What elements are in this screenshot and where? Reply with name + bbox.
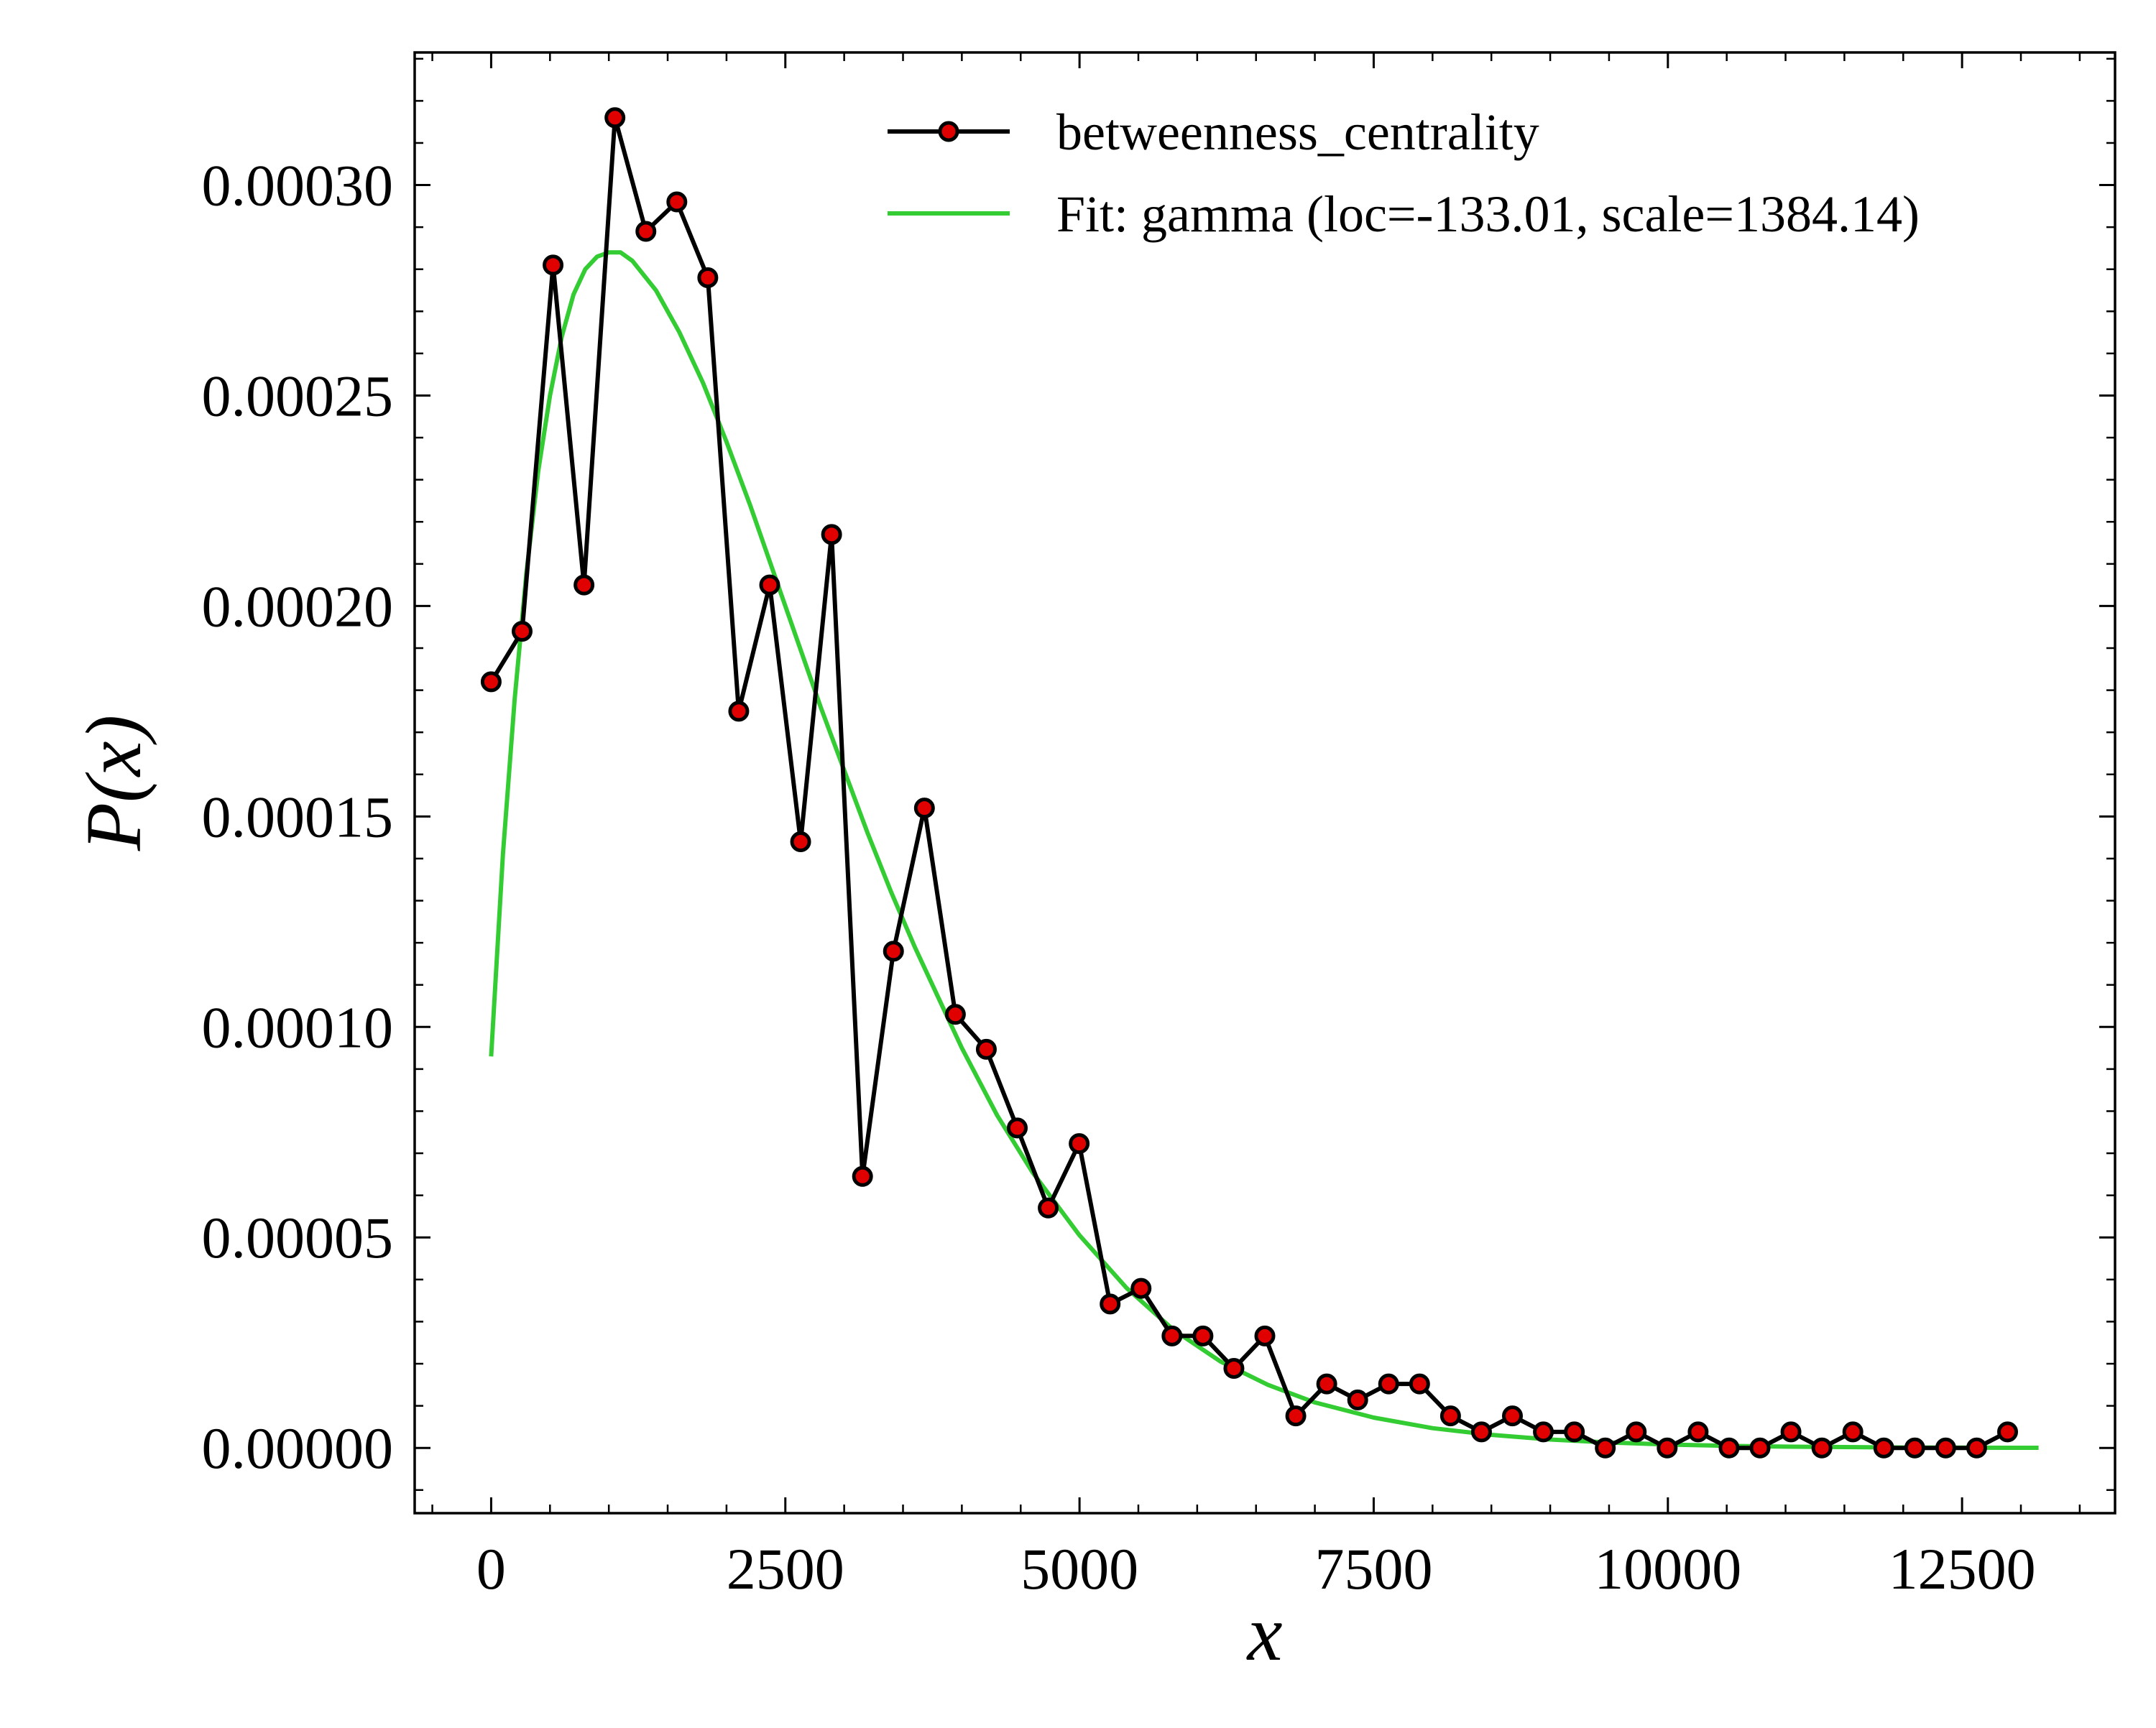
data-point <box>1100 1293 1121 1315</box>
data-point <box>1533 1421 1554 1443</box>
data-point <box>1935 1437 1956 1459</box>
tick-labels-layer: 0 2500 5000 7500 10000 12500 0.00000 0.00005 0.0… <box>202 153 2036 1602</box>
legend-label-betweenness: betweenness_centrality <box>1056 103 1539 161</box>
data-point <box>1069 1133 1090 1155</box>
x-axis-title: x <box>1246 1589 1283 1677</box>
y-tick-label: 0.00000 <box>202 1415 394 1481</box>
y-tick-label: 0.00015 <box>202 784 394 849</box>
data-point <box>1657 1437 1678 1459</box>
x-tick-label: 7500 <box>1314 1536 1432 1602</box>
fit-gamma-line <box>489 250 2039 1450</box>
data-point <box>1966 1437 1987 1459</box>
x-tick-label: 2500 <box>727 1536 844 1602</box>
data-point <box>1564 1421 1585 1443</box>
data-point <box>1749 1437 1771 1459</box>
y-tick-label: 0.00030 <box>202 153 394 218</box>
data-point <box>1626 1421 1647 1443</box>
data-point <box>759 574 780 596</box>
data-point <box>1811 1437 1833 1459</box>
y-tick-label: 0.00025 <box>202 363 394 428</box>
data-point <box>944 1004 966 1025</box>
data-point <box>1285 1405 1307 1427</box>
x-tick-label: 5000 <box>1021 1536 1138 1602</box>
data-point <box>666 191 688 213</box>
x-tick-label: 10000 <box>1594 1536 1741 1602</box>
data-point <box>573 574 595 596</box>
y-tick-label: 0.00020 <box>202 573 394 639</box>
data-point <box>1161 1325 1183 1346</box>
data-point <box>821 524 842 545</box>
data-point <box>635 221 657 242</box>
data-point <box>1687 1421 1709 1443</box>
legend: betweenness_centrality Fit: gamma (loc=-1… <box>888 103 1920 243</box>
data-point <box>1842 1421 1864 1443</box>
data-point <box>1378 1373 1399 1395</box>
data-point <box>511 621 533 642</box>
data-point <box>790 831 811 853</box>
data-point <box>1409 1373 1430 1395</box>
data-point <box>1904 1437 1925 1459</box>
ticks-layer <box>415 52 2115 1513</box>
data-point <box>852 1165 873 1187</box>
data-point <box>1006 1117 1028 1139</box>
y-axis-title: P(x) <box>70 715 157 851</box>
data-point <box>883 941 904 962</box>
series-layer <box>480 107 2039 1459</box>
plot-frame <box>413 51 2116 1515</box>
data-point <box>1223 1357 1245 1379</box>
data-point <box>1316 1373 1337 1395</box>
data-point <box>1439 1405 1461 1427</box>
x-tick-label: 0 <box>476 1536 506 1602</box>
legend-marker-betweenness <box>938 121 959 142</box>
data-point <box>728 701 750 722</box>
data-point <box>1130 1277 1152 1299</box>
data-point <box>1780 1421 1802 1443</box>
data-point <box>1718 1437 1740 1459</box>
data-point <box>1038 1197 1059 1219</box>
data-point <box>480 671 502 693</box>
data-point <box>697 267 719 288</box>
data-point <box>1595 1437 1616 1459</box>
x-tick-label: 12500 <box>1889 1536 2036 1602</box>
data-point <box>913 798 935 819</box>
data-point <box>1347 1389 1368 1410</box>
data-point <box>1873 1437 1894 1459</box>
data-point <box>1254 1325 1276 1346</box>
data-point <box>604 107 626 129</box>
y-tick-label: 0.00010 <box>202 994 394 1060</box>
betweenness-centrality-line <box>489 115 2009 1451</box>
data-point <box>975 1038 997 1060</box>
data-point <box>1470 1421 1492 1443</box>
data-point <box>1997 1421 2019 1443</box>
data-point <box>1192 1325 1214 1346</box>
data-point <box>1502 1405 1524 1427</box>
data-point <box>543 254 564 276</box>
y-tick-label: 0.00005 <box>202 1205 394 1270</box>
legend-label-fit: Fit: gamma (loc=-133.01, scale=1384.14) <box>1056 185 1920 243</box>
